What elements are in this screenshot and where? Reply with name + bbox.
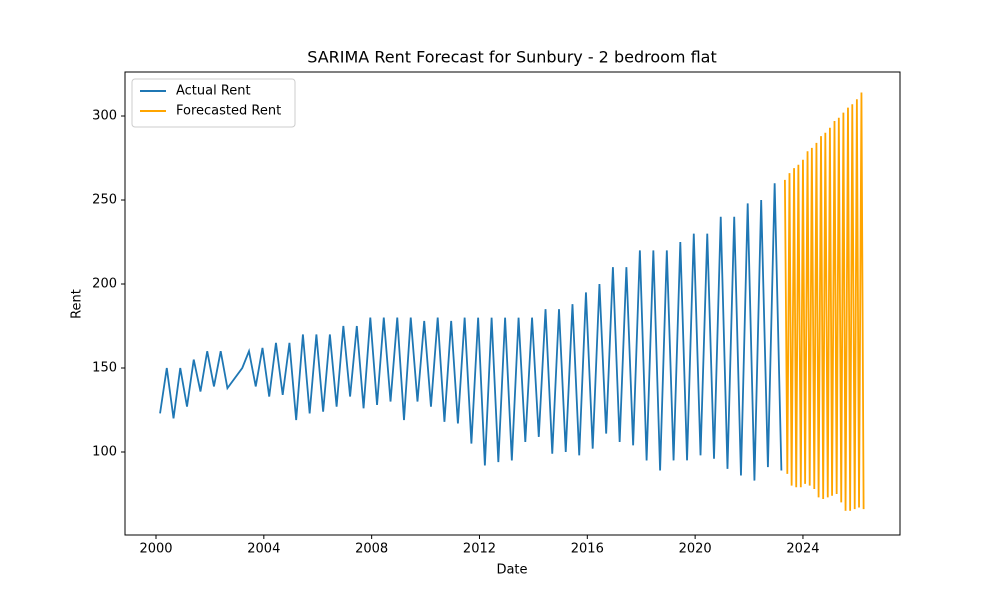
plot-frame: [124, 71, 901, 536]
legend-label: Actual Rent: [176, 84, 251, 99]
x-tick-label: 2012: [463, 542, 496, 557]
y-tick-label: 100: [92, 445, 117, 460]
y-tick-label: 300: [92, 109, 117, 124]
y-tick-label: 250: [92, 193, 117, 208]
y-tick-label: 150: [92, 361, 117, 376]
legend-box: [131, 78, 296, 128]
x-tick-label: 2000: [139, 542, 172, 557]
x-tick-label: 2020: [679, 542, 712, 557]
y-axis-label: Rent: [70, 289, 85, 319]
x-tick-label: 2004: [247, 542, 280, 557]
data-line: [783, 92, 865, 511]
x-tick-label: 2016: [571, 542, 604, 557]
y-tick-label: 200: [92, 277, 117, 292]
data-line: [159, 183, 783, 481]
x-tick-label: 2024: [786, 542, 819, 557]
chart-title: SARIMA Rent Forecast for Sunbury - 2 bed…: [307, 48, 716, 67]
legend-label: Forecasted Rent: [176, 104, 281, 119]
x-axis-label: Date: [496, 563, 527, 578]
x-tick-label: 2008: [355, 542, 388, 557]
